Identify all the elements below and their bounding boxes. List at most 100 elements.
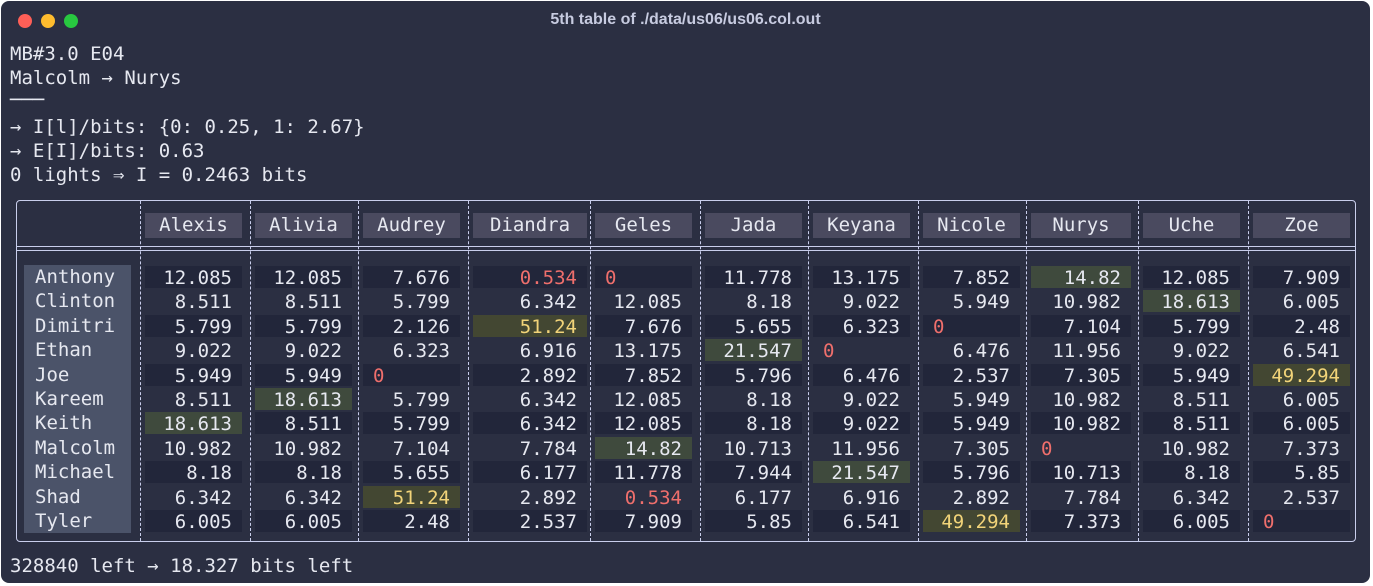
header-line: ─── (10, 89, 45, 111)
table-cell: 21.547 (705, 339, 802, 362)
table-cell: 8.18 (255, 461, 352, 484)
table-cell: 6.005 (1143, 510, 1240, 533)
table-cell: 7.676 (363, 266, 460, 289)
table-cell: 5.655 (705, 314, 802, 338)
window-title: 5th table of ./data/us06/us06.col.out (550, 11, 821, 28)
table-cell: 5.85 (1253, 461, 1350, 484)
row-label-clinton: Clinton (24, 289, 131, 314)
table-cell: 5.796 (705, 363, 802, 387)
close-button[interactable] (18, 14, 32, 28)
table-cell: 6.342 (284, 486, 342, 509)
table-cell: 8.18 (145, 461, 242, 484)
table-cell: 10.982 (273, 437, 342, 460)
table-cell: 0 (823, 340, 835, 363)
table-cell: 8.18 (746, 291, 792, 314)
table-cell: 49.294 (923, 510, 1020, 533)
table-cell: 8.511 (255, 412, 352, 435)
table-cell: 7.852 (595, 363, 692, 387)
row-label-tyler: Tyler (24, 509, 131, 534)
table-cell: 7.852 (923, 266, 1020, 289)
minimize-button[interactable] (41, 14, 55, 28)
table-cell: 5.655 (363, 461, 460, 484)
header-separator (17, 246, 1355, 251)
table-cell: 5.799 (392, 389, 450, 411)
table-cell: 6.323 (813, 314, 910, 338)
table-cell: 6.476 (813, 363, 910, 387)
table-cell: 5.799 (392, 291, 450, 314)
footer-status: 328840 left → 18.327 bits left (10, 555, 354, 577)
table-cell: 6.177 (734, 486, 792, 509)
column-separator (808, 201, 809, 541)
table-cell: 0 (923, 314, 1020, 338)
table-cell: 7.784 (1063, 486, 1121, 509)
table-cell: 51.24 (363, 485, 460, 509)
table-cell: 10.982 (1031, 412, 1131, 435)
table-cell: 7.909 (595, 510, 692, 533)
column-header-geles: Geles (595, 213, 692, 238)
table-cell: 5.799 (1143, 314, 1240, 338)
table-cell: 9.022 (842, 389, 900, 411)
table-cell: 7.909 (1253, 266, 1350, 289)
column-header-uche: Uche (1143, 213, 1240, 238)
table-cell: 49.294 (1253, 363, 1350, 387)
table-cell: 12.085 (145, 266, 242, 289)
maximize-button[interactable] (64, 14, 78, 28)
row-label-michael: Michael (24, 460, 131, 485)
table-cell: 51.24 (473, 314, 587, 338)
column-header-alexis: Alexis (145, 213, 242, 238)
column-header-audrey: Audrey (363, 213, 460, 238)
column-separator (250, 201, 251, 541)
table-cell: 5.799 (363, 412, 460, 435)
table-cell: 8.511 (174, 389, 232, 411)
table-cell: 5.799 (255, 314, 352, 338)
table-cell: 5.85 (705, 510, 802, 533)
table-cell: 6.005 (1253, 412, 1350, 435)
column-header-nurys: Nurys (1031, 213, 1131, 238)
table-cell: 7.676 (595, 314, 692, 338)
table-cell: 9.022 (842, 291, 900, 314)
row-label-ethan: Ethan (24, 338, 131, 363)
table-cell: 18.613 (145, 412, 242, 435)
table-cell: 10.713 (723, 437, 792, 460)
table-cell: 10.713 (1031, 461, 1131, 484)
results-table: Alexis Alivia Audrey Diandra Geles Jada Keyana… (16, 200, 1356, 542)
table-cell: 12.085 (255, 266, 352, 289)
table-cell: 7.104 (392, 437, 450, 460)
table-cell: 12.085 (1143, 266, 1240, 289)
table-cell: 6.005 (145, 510, 242, 533)
column-separator (918, 201, 919, 541)
column-separator (1138, 201, 1139, 541)
table-cell: 10.982 (1052, 291, 1121, 314)
table-cell: 9.022 (1172, 340, 1230, 363)
table-cell: 6.541 (813, 510, 910, 533)
table-cell: 0 (363, 363, 460, 387)
column-header-diandra: Diandra (473, 213, 587, 238)
column-header-zoe: Zoe (1253, 213, 1350, 238)
table-cell: 6.005 (1282, 389, 1340, 411)
row-label-malcolm: Malcolm (24, 435, 131, 461)
table-cell: 5.796 (923, 461, 1020, 484)
table-cell: 13.175 (613, 340, 682, 363)
row-label-shad: Shad (24, 484, 131, 509)
title-bar: 5th table of ./data/us06/us06.col.out (1, 1, 1370, 39)
column-separator (1026, 201, 1027, 541)
column-separator (468, 201, 469, 541)
table-cell: 8.511 (174, 291, 232, 314)
table-cell: 6.342 (174, 486, 232, 509)
table-cell: 7.784 (519, 437, 577, 460)
table-cell: 6.177 (473, 461, 587, 484)
table-cell: 6.342 (519, 291, 577, 314)
table-cell: 18.613 (1143, 290, 1240, 313)
row-label-dimitri: Dimitri (24, 313, 131, 339)
header-line: Malcolm → Nurys (10, 67, 182, 89)
table-cell: 2.537 (473, 510, 587, 533)
table-cell: 5.949 (952, 291, 1010, 314)
table-cell: 13.175 (813, 266, 910, 289)
row-label-anthony: Anthony (24, 265, 131, 290)
table-cell: 12.085 (613, 389, 682, 411)
table-cell: 8.511 (284, 291, 342, 314)
column-header-jada: Jada (705, 213, 802, 238)
table-cell: 21.547 (813, 461, 910, 484)
column-separator (140, 201, 141, 541)
table-cell: 7.305 (1031, 363, 1131, 387)
